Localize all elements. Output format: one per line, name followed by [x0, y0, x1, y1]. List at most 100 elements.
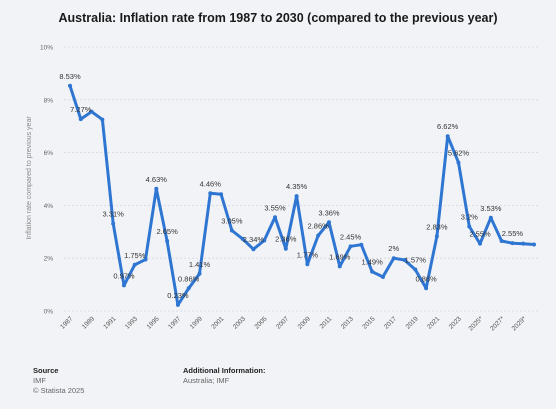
data-point: [478, 241, 483, 246]
y-tick-label: 4%: [44, 203, 54, 210]
x-tick-label: 2003: [232, 315, 247, 330]
x-tick-label: 1995: [146, 315, 161, 330]
data-point: [294, 194, 299, 199]
x-tick-label: 1987: [59, 315, 74, 330]
data-point: [273, 215, 278, 220]
data-label: 4.35%: [286, 182, 308, 191]
data-point: [380, 274, 385, 279]
x-tick-label: 2011: [319, 315, 334, 330]
x-tick-label: 2017: [383, 315, 398, 330]
source-heading: Source: [33, 366, 59, 375]
x-tick-label: 1999: [189, 315, 204, 330]
data-label: 3.36%: [318, 208, 340, 217]
y-tick-label: 6%: [44, 150, 54, 157]
data-point: [175, 302, 180, 307]
data-point: [121, 283, 126, 288]
y-axis-ticks: 0% 2% 4% 6% 8% 10%: [40, 45, 53, 316]
inflation-series-line: [68, 84, 536, 307]
data-point: [78, 117, 83, 122]
y-axis-label: Inflation rate compared to previous year: [26, 116, 33, 240]
data-point: [240, 236, 245, 241]
x-tick-label: 2027*: [489, 315, 506, 332]
data-label: 2%: [388, 244, 399, 253]
data-point: [445, 134, 450, 139]
data-point: [359, 242, 364, 247]
data-point: [499, 239, 504, 244]
data-point: [326, 220, 331, 225]
data-label: 1.41%: [189, 260, 211, 269]
data-point: [402, 258, 407, 263]
data-label: 4.63%: [146, 175, 168, 184]
x-tick-label: 2015: [361, 315, 376, 330]
data-label: 3.05%: [221, 216, 243, 225]
data-label: 6.62%: [437, 122, 459, 131]
chart-title: Australia: Inflation rate from 1987 to 2…: [58, 11, 498, 25]
data-point: [68, 83, 72, 88]
x-tick-label: 1989: [81, 315, 96, 330]
data-label: 2.83%: [426, 222, 448, 231]
data-label: 7.27%: [70, 105, 92, 114]
x-tick-label: 2025*: [467, 315, 484, 332]
data-label: 1.57%: [405, 256, 427, 265]
data-point: [197, 271, 202, 276]
data-point: [132, 262, 137, 267]
data-label: 1.75%: [124, 251, 146, 260]
additional-info-block: Additional Information: Australia; IMF: [183, 366, 266, 386]
x-tick-label: 2029*: [511, 315, 528, 332]
data-point: [337, 264, 342, 269]
data-point: [424, 286, 429, 291]
source-value: IMF: [33, 376, 46, 385]
x-tick-label: 2007: [275, 315, 290, 330]
data-point: [305, 262, 310, 267]
data-label: 0.86%: [178, 274, 200, 283]
y-tick-label: 2%: [44, 256, 54, 263]
data-point: [165, 239, 170, 244]
data-point: [208, 191, 213, 196]
data-point: [219, 192, 224, 197]
data-label: 3.55%: [264, 203, 286, 212]
data-point: [89, 109, 94, 114]
data-point: [229, 228, 234, 233]
data-point: [467, 224, 472, 229]
data-point: [316, 233, 321, 238]
data-label: 1.69%: [329, 252, 351, 261]
x-tick-label: 2005: [253, 315, 268, 330]
additional-info-heading: Additional Information:: [183, 366, 266, 375]
data-label: 3.2%: [461, 213, 478, 222]
data-label: 5.62%: [448, 149, 470, 158]
data-point: [283, 246, 288, 251]
y-tick-label: 10%: [40, 45, 53, 52]
x-tick-label: 2019: [405, 315, 420, 330]
gridlines: [64, 46, 538, 312]
x-tick-label: 1997: [167, 315, 182, 330]
y-tick-label: 0%: [44, 309, 54, 316]
data-point: [391, 256, 396, 261]
data-points: [68, 83, 536, 307]
x-tick-label: 1991: [102, 315, 117, 330]
source-block: Source IMF © Statista 2025: [33, 366, 84, 396]
data-point: [348, 244, 353, 249]
data-point: [111, 221, 116, 226]
data-label: 1.77%: [297, 250, 319, 259]
data-point: [370, 269, 375, 274]
x-tick-label: 1993: [124, 315, 139, 330]
data-label: 3.53%: [480, 204, 502, 213]
data-labels: 8.53% 7.27% 3.31% 0.97% 1.75% 4.63% 2.65% 0.23%…: [59, 72, 523, 300]
x-tick-label: 2001: [210, 315, 225, 330]
data-point: [510, 241, 515, 246]
data-point: [251, 247, 256, 252]
data-label: 8.53%: [59, 72, 81, 81]
data-point: [186, 286, 191, 291]
data-point: [532, 242, 536, 247]
data-point: [100, 117, 105, 122]
data-label: 2.55%: [502, 229, 524, 238]
data-point: [456, 160, 461, 165]
x-tick-label: 2009: [297, 315, 312, 330]
x-tick-label: 2023: [448, 315, 463, 330]
data-label: 2.86%: [308, 221, 330, 230]
additional-info-value: Australia; IMF: [183, 376, 230, 385]
data-label: 2.34%: [243, 235, 265, 244]
data-label: 2.65%: [156, 227, 178, 236]
data-label: 2.36%: [275, 235, 297, 244]
